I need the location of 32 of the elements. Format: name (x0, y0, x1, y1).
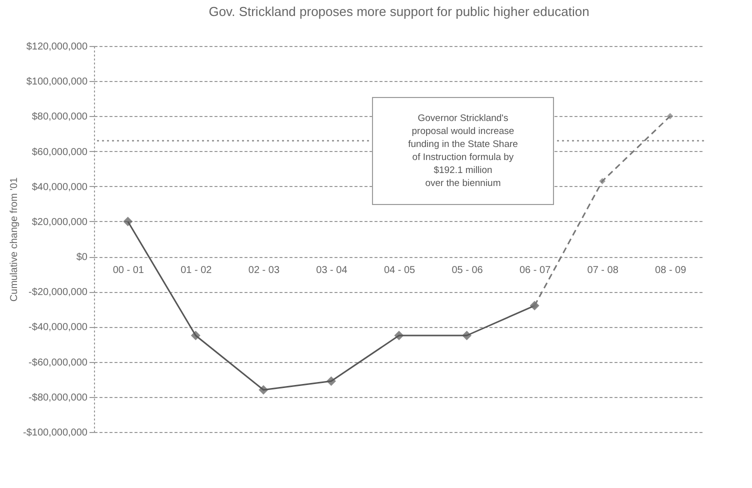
y-tick-label: -$20,000,000 (28, 287, 88, 298)
y-tick-label: $120,000,000 (26, 42, 88, 52)
y-tick-label: -$100,000,000 (22, 428, 88, 438)
y-tick-label: $0 (76, 252, 88, 264)
point (599, 178, 606, 184)
x-tick-label: 05 - 06 (452, 265, 484, 276)
point (258, 385, 268, 395)
y-tick-label: $80,000,000 (32, 112, 88, 123)
x-tick-label: 07 - 08 (587, 265, 619, 276)
x-tick-label: 03 - 04 (316, 265, 348, 276)
y-tick-label: -$80,000,000 (28, 392, 88, 404)
y-tick-label: $60,000,000 (32, 146, 88, 158)
text-box: Governor Strickland's proposal would increase funding in the State Share of Instruction formula by $192.1 million over the biennium (372, 97, 554, 205)
point (394, 330, 404, 340)
y-tick-label: $40,000,000 (32, 182, 88, 193)
y-tick-label: -$40,000,000 (28, 322, 88, 334)
point (326, 376, 336, 386)
y-tick-label: $100,000,000 (26, 76, 88, 88)
y-tick-label: $20,000,000 (32, 216, 88, 228)
x-tick-label: 06 - 07 (519, 265, 552, 276)
x-tick-label: 01 - 02 (180, 265, 212, 276)
x-tick-label: 08 - 09 (655, 265, 687, 276)
point (123, 216, 133, 226)
y-axis-title: Cumulative change from '01 (9, 176, 20, 302)
point (462, 330, 472, 340)
point (666, 113, 674, 120)
chart-title: Gov. Strickland proposes more support for public higher education (208, 4, 590, 19)
x-tick-label: 00 - 01 (112, 265, 144, 276)
x-tick-label: 04 - 05 (384, 265, 416, 276)
x-tick-label: 02 - 03 (248, 265, 280, 276)
point (190, 330, 200, 340)
y-tick-label: -$60,000,000 (28, 357, 88, 368)
